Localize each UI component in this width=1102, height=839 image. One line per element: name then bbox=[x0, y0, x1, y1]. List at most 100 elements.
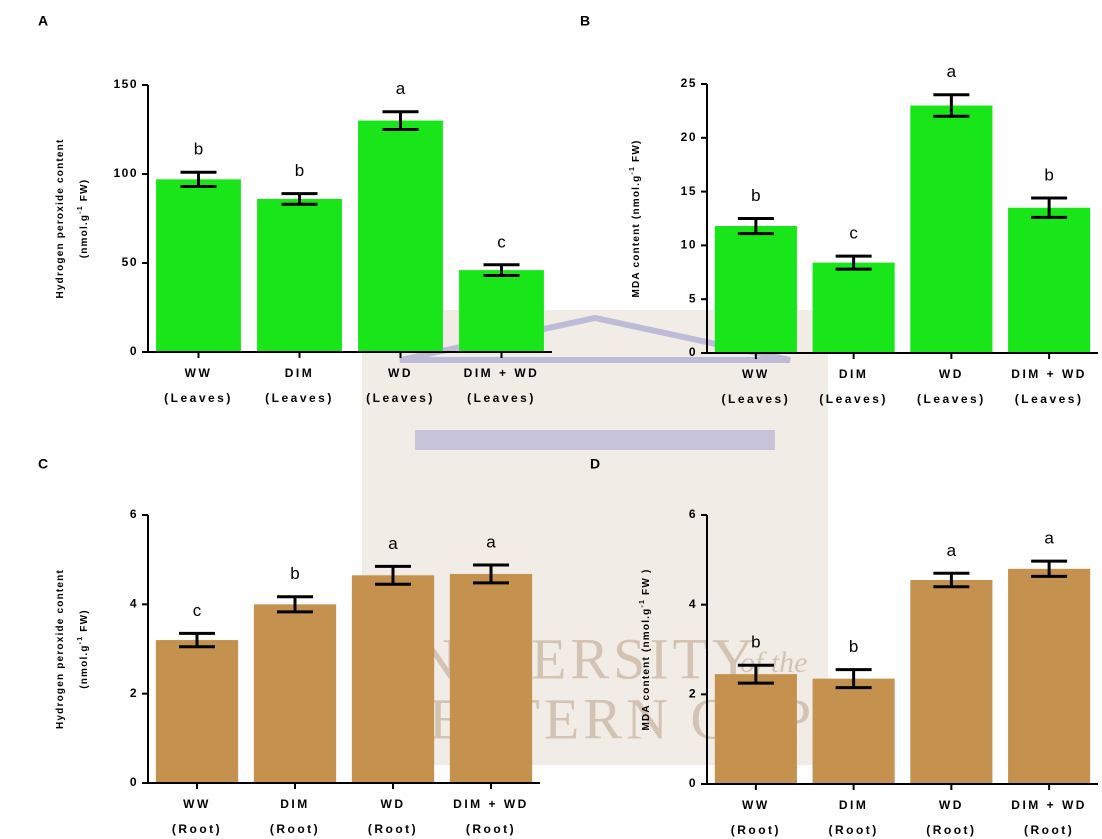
x-tick-label: (Root) bbox=[926, 823, 976, 837]
y-tick-label: 150 bbox=[113, 77, 138, 91]
y-tick-label: 20 bbox=[681, 130, 697, 144]
y-axis-label-part: (nmol.g bbox=[79, 214, 90, 259]
x-tick-label: WW bbox=[742, 367, 770, 381]
y-axis-label-part: FW ) bbox=[641, 568, 652, 598]
bar bbox=[257, 199, 342, 352]
x-tick-label: WD bbox=[939, 798, 964, 812]
x-tick-label: DIM bbox=[280, 797, 310, 811]
x-tick-label: (Leaves) bbox=[366, 391, 435, 405]
x-tick-label: DIM + WD bbox=[1011, 367, 1087, 381]
bar bbox=[813, 679, 895, 784]
significance-letter: a bbox=[396, 79, 406, 98]
y-tick-label: 2 bbox=[130, 686, 138, 700]
significance-letter: b bbox=[1044, 166, 1053, 185]
panel-label: C bbox=[38, 456, 48, 472]
y-tick-label: 0 bbox=[689, 776, 697, 790]
y-axis-label-part: -1 bbox=[639, 599, 646, 608]
x-tick-label: DIM + WD bbox=[1011, 798, 1087, 812]
x-tick-label: (Root) bbox=[172, 822, 222, 836]
bar bbox=[459, 270, 544, 352]
significance-letter: a bbox=[1044, 529, 1054, 548]
x-tick-label: WD bbox=[381, 797, 406, 811]
x-tick-label: (Root) bbox=[466, 822, 516, 836]
y-tick-label: 4 bbox=[130, 597, 138, 611]
y-axis-label-part: MDA content (nmol.g bbox=[631, 175, 642, 298]
y-axis-label: MDA content (nmol.g-1 FW) bbox=[629, 139, 641, 297]
significance-letter: b bbox=[290, 564, 299, 583]
x-tick-label: (Leaves) bbox=[917, 392, 986, 406]
y-tick-label: 6 bbox=[130, 507, 138, 521]
significance-letter: b bbox=[751, 633, 760, 652]
significance-letter: b bbox=[194, 140, 203, 159]
bar bbox=[156, 179, 241, 352]
bar bbox=[450, 574, 532, 783]
significance-letter: a bbox=[947, 62, 957, 81]
y-tick-label: 6 bbox=[689, 507, 697, 521]
x-tick-label: DIM + WD bbox=[464, 366, 540, 380]
significance-letter: c bbox=[849, 224, 858, 243]
y-axis-label-part: FW) bbox=[79, 179, 90, 205]
bar bbox=[156, 640, 238, 783]
bar bbox=[358, 121, 443, 352]
y-axis-label-part: -1 bbox=[77, 205, 84, 214]
x-tick-label: WW bbox=[183, 797, 211, 811]
x-tick-label: WD bbox=[388, 366, 413, 380]
x-tick-label: DIM + WD bbox=[453, 797, 529, 811]
bar bbox=[715, 674, 797, 784]
significance-letter: b bbox=[751, 186, 760, 205]
y-tick-label: 25 bbox=[681, 76, 697, 90]
x-tick-label: (Root) bbox=[1024, 823, 1074, 837]
significance-letter: b bbox=[295, 161, 304, 180]
y-tick-label: 0 bbox=[130, 775, 138, 789]
x-tick-label: WW bbox=[742, 798, 770, 812]
y-axis-label-part: -1 bbox=[77, 636, 84, 645]
x-tick-label: (Leaves) bbox=[722, 392, 791, 406]
significance-letter: a bbox=[388, 534, 398, 553]
significance-letter: b bbox=[849, 637, 858, 656]
x-tick-label: (Leaves) bbox=[819, 392, 888, 406]
y-axis-label-part: -1 bbox=[629, 166, 636, 175]
bar bbox=[1008, 569, 1090, 784]
y-tick-label: 4 bbox=[689, 597, 697, 611]
bar bbox=[715, 226, 797, 353]
figure: UNIVERSITY of the WESTERN CAPE AHydrogen… bbox=[0, 0, 1102, 839]
bar bbox=[254, 604, 336, 783]
x-tick-label: (Root) bbox=[828, 823, 878, 837]
significance-letter: c bbox=[193, 601, 202, 620]
y-axis-label-part: Hydrogen peroxide content bbox=[55, 569, 66, 729]
y-axis-label: Hydrogen peroxide content bbox=[55, 569, 66, 729]
bar bbox=[910, 106, 992, 353]
y-tick-label: 0 bbox=[689, 345, 697, 359]
panel-label: B bbox=[580, 13, 590, 29]
x-tick-label: (Leaves) bbox=[1015, 392, 1084, 406]
y-tick-label: 50 bbox=[122, 255, 138, 269]
y-axis-label: Hydrogen peroxide content bbox=[55, 138, 66, 298]
x-tick-label: (Root) bbox=[731, 823, 781, 837]
y-tick-label: 10 bbox=[681, 238, 697, 252]
y-tick-label: 15 bbox=[681, 184, 697, 198]
bar bbox=[1008, 208, 1090, 353]
y-axis-label-part: FW) bbox=[79, 609, 90, 635]
y-axis-label-part: FW) bbox=[631, 139, 642, 165]
bar bbox=[352, 575, 434, 783]
y-tick-label: 100 bbox=[113, 166, 138, 180]
x-tick-label: (Leaves) bbox=[467, 391, 536, 405]
panel-label: A bbox=[38, 13, 48, 29]
y-axis-label-part: Hydrogen peroxide content bbox=[55, 138, 66, 298]
x-tick-label: (Root) bbox=[368, 822, 418, 836]
x-tick-label: DIM bbox=[839, 367, 869, 381]
bar bbox=[910, 580, 992, 784]
x-tick-label: (Leaves) bbox=[164, 391, 233, 405]
x-tick-label: DIM bbox=[839, 798, 869, 812]
x-tick-label: (Leaves) bbox=[265, 391, 334, 405]
x-tick-label: (Root) bbox=[270, 822, 320, 836]
y-tick-label: 2 bbox=[689, 687, 697, 701]
y-axis-label-part: (nmol.g bbox=[79, 644, 90, 689]
bar bbox=[813, 263, 895, 353]
x-tick-label: DIM bbox=[285, 366, 315, 380]
watermark-frieze bbox=[415, 430, 775, 450]
y-axis-label: MDA content (nmol.g-1 FW ) bbox=[639, 568, 651, 730]
watermark-text: of the bbox=[740, 646, 808, 679]
x-tick-label: WW bbox=[185, 366, 213, 380]
significance-letter: a bbox=[486, 533, 496, 552]
